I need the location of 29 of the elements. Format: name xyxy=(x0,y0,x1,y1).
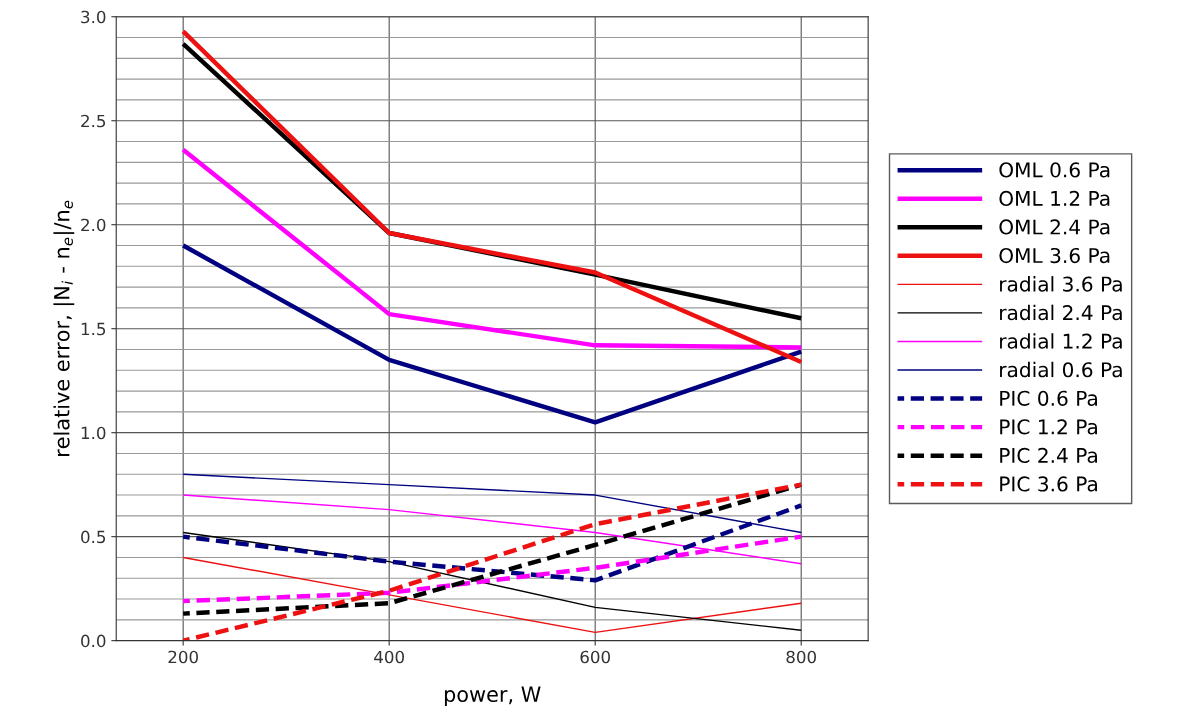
legend-label: PIC 2.4 Pa xyxy=(1000,447,1097,464)
legend-label: PIC 1.2 Pa xyxy=(1000,419,1097,435)
y-tick-label: 2.5 xyxy=(81,114,106,128)
legend-label: OML 2.4 Pa xyxy=(999,219,1110,235)
line-series xyxy=(180,243,804,425)
line-series xyxy=(180,29,804,365)
y-tick-label: 0.0 xyxy=(81,634,106,648)
legend-label: radial 3.6 Pa xyxy=(1000,276,1122,292)
y-tick-label: 0.5 xyxy=(81,530,106,544)
legend-label: PIC 3.6 Pa xyxy=(1000,476,1097,492)
x-tick-label: 600 xyxy=(580,650,610,664)
y-tick-label: 3.0 xyxy=(81,10,106,24)
x-axis-title: power, W xyxy=(444,686,541,707)
x-tick-label: 400 xyxy=(374,650,404,664)
legend-label: OML 0.6 Pa xyxy=(999,162,1110,178)
legend-label: radial 2.4 Pa xyxy=(1000,304,1122,321)
y-tick-label: 1.5 xyxy=(81,322,106,336)
x-tick-label: 200 xyxy=(168,650,198,664)
legend-label: radial 0.6 Pa xyxy=(1000,361,1122,378)
y-axis-title: relative error, |N$_{i}$ - n$_{e}$|/n$_{e}$ xyxy=(53,200,75,456)
legend-label: OML 1.2 Pa xyxy=(999,190,1110,207)
x-tick-label: 800 xyxy=(786,650,816,664)
y-tick-label: 2.0 xyxy=(81,218,106,232)
line-series xyxy=(180,482,804,641)
legend-label: radial 1.2 Pa xyxy=(1000,333,1122,349)
line-series xyxy=(180,147,804,350)
legend-label: OML 3.6 Pa xyxy=(999,247,1110,264)
y-tick-label: 1.0 xyxy=(81,426,106,440)
legend-label: PIC 0.6 Pa xyxy=(1000,390,1097,406)
